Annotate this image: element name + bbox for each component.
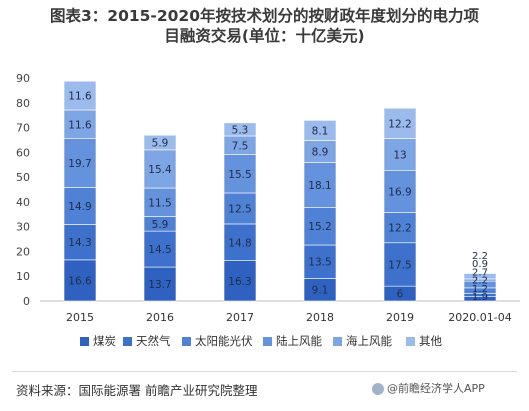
bar-segment <box>223 223 257 261</box>
y-tick-label: 30 <box>16 221 30 234</box>
legend-label: 陆上风能 <box>276 334 322 348</box>
data-label: 14.3 <box>68 237 91 249</box>
bar-segment <box>143 149 177 189</box>
bar-segment <box>383 138 417 171</box>
source-note: 资料来源：国际能源署 前瞻产业研究院整理 <box>16 383 258 398</box>
data-label: 2.7 <box>472 267 488 278</box>
x-tick-label: 2020.01-04 <box>448 311 511 324</box>
legend-swatch <box>333 337 342 346</box>
y-tick-label: 50 <box>16 171 30 184</box>
bar-segment <box>383 212 417 244</box>
data-label: 16.3 <box>228 276 251 288</box>
bar-segment <box>63 187 97 225</box>
data-label: 11.6 <box>68 119 92 131</box>
x-tick-label: 2016 <box>146 311 174 324</box>
legend-label: 其他 <box>419 334 442 348</box>
bar-segment <box>223 154 257 194</box>
y-tick-label: 0 <box>23 295 30 308</box>
watermark-logo-icon <box>372 383 384 395</box>
stacked-bar-chart: 0 10 20 30 40 50 60 70 80 90 16.6 14.3 14.9 19.7 11.6 1… <box>16 72 520 348</box>
data-label: 5.9 <box>152 138 169 150</box>
x-tick-label: 2018 <box>306 311 334 324</box>
bar-segment <box>223 260 257 302</box>
bar-segment <box>63 138 97 188</box>
data-label: 14.9 <box>68 201 91 213</box>
data-label: 9.1 <box>312 285 329 297</box>
bar-segment <box>223 192 257 225</box>
data-label: 12.5 <box>228 203 251 215</box>
data-label: 13 <box>393 150 406 162</box>
watermark-text: @前瞻经济学人APP <box>387 382 485 395</box>
data-label: 11.5 <box>148 197 171 209</box>
y-tick-label: 20 <box>16 245 30 258</box>
bar-segment <box>63 80 97 111</box>
bar-segment <box>303 244 337 279</box>
bar-segment <box>463 273 497 280</box>
y-tick-label: 10 <box>16 270 30 283</box>
data-label: 13.7 <box>148 279 171 291</box>
bar-segment <box>383 242 417 287</box>
bar-segment <box>383 107 417 139</box>
bar-segment <box>383 170 417 213</box>
bar-segment <box>303 207 337 246</box>
x-tick-label: 2017 <box>226 311 254 324</box>
data-label: 14.5 <box>148 244 171 256</box>
data-label: 19.7 <box>68 158 91 170</box>
data-label: 12.2 <box>388 118 411 130</box>
y-tick-label: 40 <box>16 196 30 209</box>
chart-title-line1: 图表3：2015-2020年按技术划分的按财政年度划分的电力项 <box>50 7 479 25</box>
data-label: 15.5 <box>228 169 251 181</box>
x-tick-label: 2019 <box>386 311 414 324</box>
bar-segment <box>143 134 177 151</box>
data-label: 15.4 <box>148 164 172 176</box>
y-tick-label: 80 <box>16 97 30 110</box>
data-label: 17.5 <box>388 259 411 271</box>
y-tick-label: 60 <box>16 146 30 159</box>
bar-segment <box>63 109 97 140</box>
data-label: 5.9 <box>152 219 169 231</box>
data-label: 13.5 <box>308 257 331 269</box>
legend-swatch <box>123 337 132 346</box>
data-label: 18.1 <box>308 180 331 192</box>
legend-swatch <box>406 337 415 346</box>
data-label: 2.2 <box>472 251 488 262</box>
data-label: 0.9 <box>472 259 488 270</box>
data-label: 2.2 <box>472 276 488 287</box>
bar-segment <box>303 120 337 141</box>
data-label: 11.6 <box>68 91 92 103</box>
y-tick-label: 90 <box>16 72 30 85</box>
data-label: 16.6 <box>68 275 92 287</box>
bar-segment <box>63 259 97 302</box>
data-label: 5.3 <box>232 124 249 136</box>
legend-label: 煤炭 <box>93 334 116 348</box>
data-label: 6 <box>397 289 404 301</box>
legend-label: 太阳能光伏 <box>195 334 253 348</box>
data-label: 7.5 <box>232 140 249 152</box>
bar-segment <box>143 266 177 302</box>
legend-label: 海上风能 <box>346 334 392 348</box>
y-tick-label: 70 <box>16 122 30 135</box>
bar-segment <box>143 230 177 268</box>
data-label: 15.2 <box>308 221 331 233</box>
footer-divider <box>12 371 517 372</box>
legend-swatch <box>263 337 272 346</box>
data-label: 14.8 <box>228 237 251 249</box>
legend-swatch <box>182 337 191 346</box>
bar-segment <box>223 122 257 137</box>
data-label: 1.9 <box>472 292 488 303</box>
bar-segment <box>303 162 337 208</box>
legend-label: 天然气 <box>136 334 171 348</box>
data-label: 1.2 <box>472 284 488 295</box>
data-label: 12.2 <box>388 223 411 235</box>
data-label: 8.9 <box>312 146 329 158</box>
data-label: 8.1 <box>312 125 329 137</box>
x-tick-label: 2015 <box>66 311 94 324</box>
data-label: 16.9 <box>388 187 411 199</box>
chart-title: 图表3：2015-2020年按技术划分的按财政年度划分的电力项 目融资交易(单位… <box>0 6 529 46</box>
watermark: @前瞻经济学人APP <box>372 380 485 396</box>
chart-title-line2: 目融资交易(单位：十亿美元) <box>164 27 365 45</box>
legend-swatch <box>80 337 89 346</box>
